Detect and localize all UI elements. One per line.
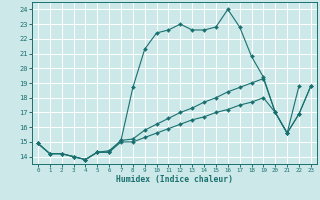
X-axis label: Humidex (Indice chaleur): Humidex (Indice chaleur) bbox=[116, 175, 233, 184]
